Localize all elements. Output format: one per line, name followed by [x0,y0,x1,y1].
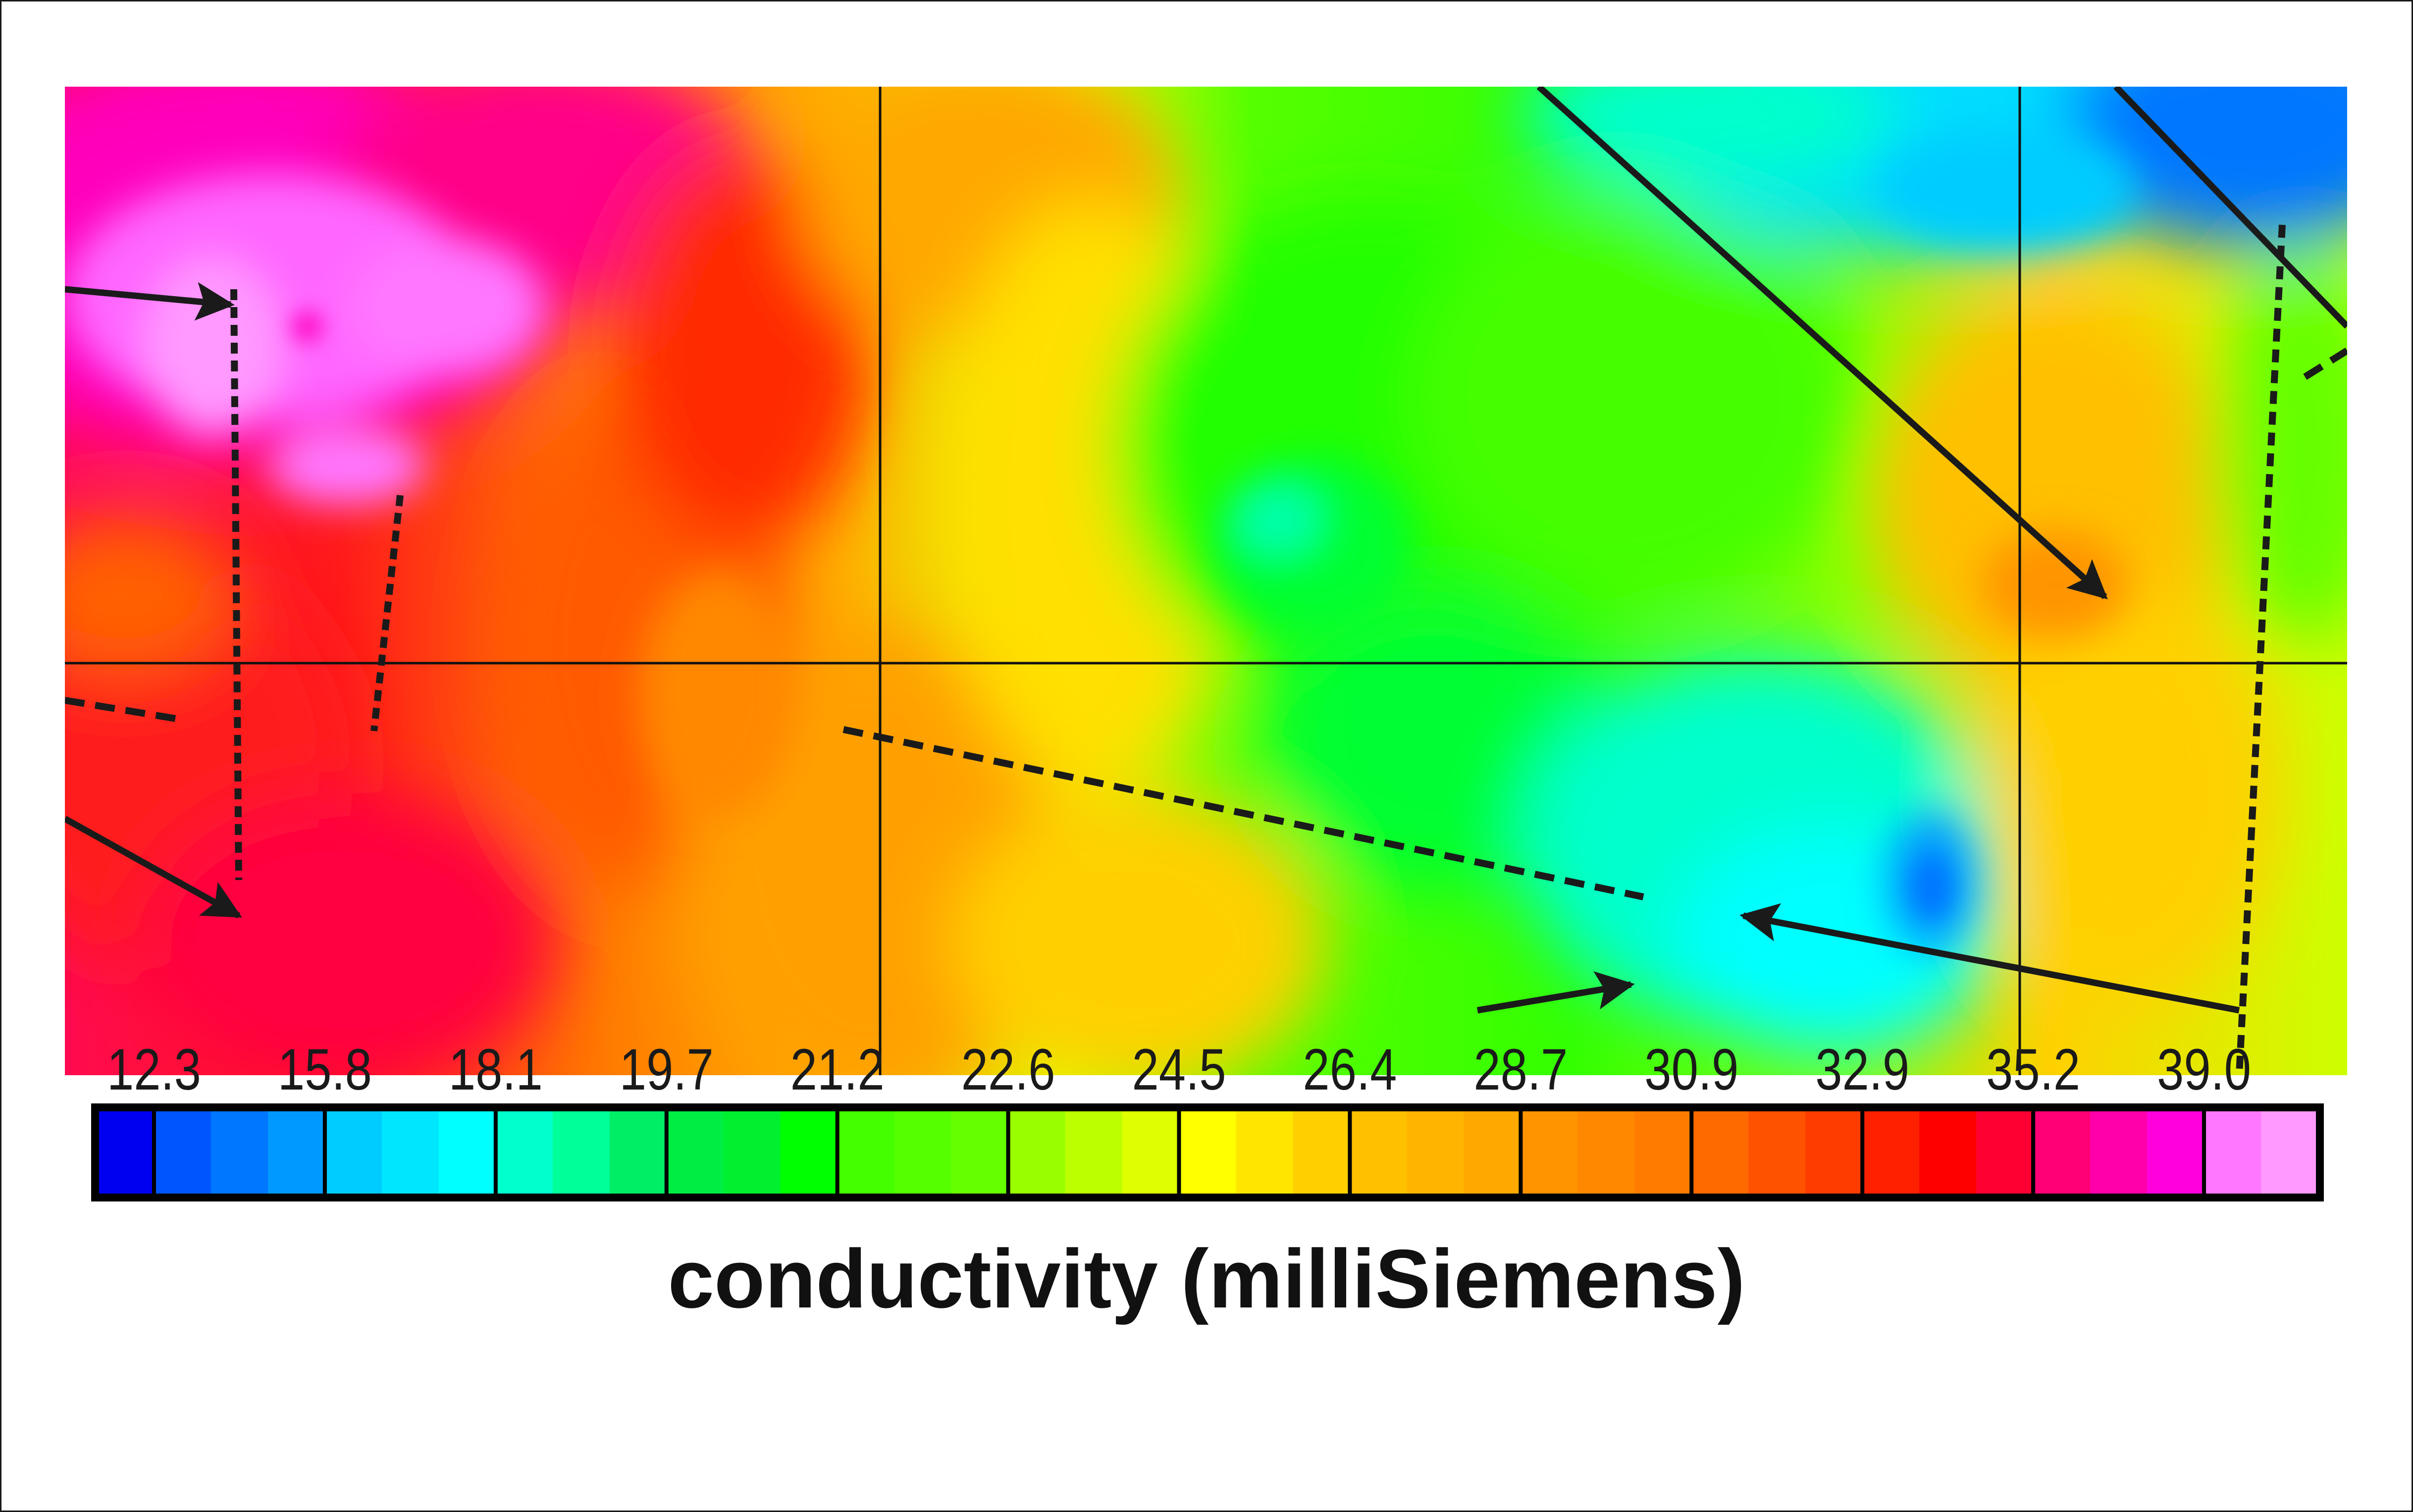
colorbar-tick-label: 21.2 [790,1037,885,1102]
colorbar-swatch [2204,1109,2262,1196]
colorbar-swatch [495,1109,553,1196]
colorbar-swatch [2147,1109,2205,1196]
colorbar-tick-label: 26.4 [1303,1037,1397,1102]
colorbar-swatch [1293,1109,1351,1196]
colorbar-swatch [1919,1109,1977,1196]
colorbar-swatch [837,1109,895,1196]
heatmap-area [65,87,2347,1075]
colorbar-tick-label: 28.7 [1473,1037,1568,1102]
colorbar-swatch [1521,1109,1578,1196]
colorbar-title: conductivity (milliSiemens) [668,1232,1745,1325]
colorbar-swatch [1122,1109,1180,1196]
dotted-line-right-vertical [2236,224,2286,1075]
colorbar-swatch [438,1109,496,1196]
dotted-line-left-short [370,495,404,731]
dashed-line-center [842,726,1644,900]
dashed-line-right-edge [2303,348,2347,380]
colorbar-swatch [723,1109,781,1196]
colorbar-swatch [2033,1109,2091,1196]
colorbar-swatch [780,1109,838,1196]
colorbar-swatch [951,1109,1009,1196]
arrow-bottom-left [65,816,242,919]
colorbar-swatch [1350,1109,1408,1196]
colorbar-tick-label: 18.1 [449,1037,543,1102]
colorbar-tick-label: 15.8 [278,1037,372,1102]
dashed-line-left-edge [65,697,186,724]
colorbar-tick-label: 24.5 [1132,1037,1226,1102]
colorbar-tick-label: 30.9 [1644,1037,1738,1102]
colorbar-border [91,1103,2324,1201]
colorbar-swatch [1577,1109,1635,1196]
colorbar-tick-label: 22.6 [961,1037,1055,1102]
colorbar-swatch [154,1109,211,1196]
dotted-line-left-vertical [230,289,242,881]
colorbar-swatch [1407,1109,1465,1196]
colorbar-swatch [1065,1109,1123,1196]
colorbar-swatch [1691,1109,1749,1196]
arrow-bottom-right [1739,903,2240,1014]
colorbar-swatch [552,1109,610,1196]
colorbar-swatch [1805,1109,1863,1196]
colorbar-swatch [1748,1109,1806,1196]
colorbar-tick-label: 12.3 [107,1037,201,1102]
colorbar-tick-label: 39.0 [2157,1037,2251,1102]
colorbar-swatch [1634,1109,1692,1196]
colorbar-swatch [381,1109,439,1196]
colorbar-swatch [267,1109,325,1196]
colorbar-tick-label: 35.2 [1986,1037,2080,1102]
line-top-right-diagonal [2113,87,2347,329]
dashed-lines [65,224,2347,1075]
colorbar-swatch [1976,1109,2034,1196]
colorbar-swatch [894,1109,952,1196]
colorbar-swatch [1236,1109,1294,1196]
arrow-top-left [65,282,235,321]
colorbar [91,1103,2324,1201]
colorbar-swatch [1008,1109,1066,1196]
colorbar-swatch [1179,1109,1237,1196]
arrows [65,87,2347,1014]
colorbar-swatch [324,1109,382,1196]
colorbar-swatch [2090,1109,2148,1196]
colorbar-swatch [210,1109,268,1196]
colorbar-swatch [1862,1109,1920,1196]
colorbar-tick-label: 32.9 [1815,1037,1909,1102]
colorbar-swatch [97,1109,155,1196]
colorbar-tick-labels: 12.3 15.8 18.1 19.7 21.2 22.6 24.5 26.4 28.7 30.9… [107,1037,2251,1102]
colorbar-swatch [666,1109,724,1196]
colorbar-swatch [1464,1109,1521,1196]
colorbar-tick-label: 19.7 [620,1037,714,1102]
colorbar-swatch [609,1109,667,1196]
arrow-top-diagonal [1536,87,2108,600]
arrow-bottom-center [1476,971,1635,1014]
colorbar-swatch [2261,1109,2318,1196]
